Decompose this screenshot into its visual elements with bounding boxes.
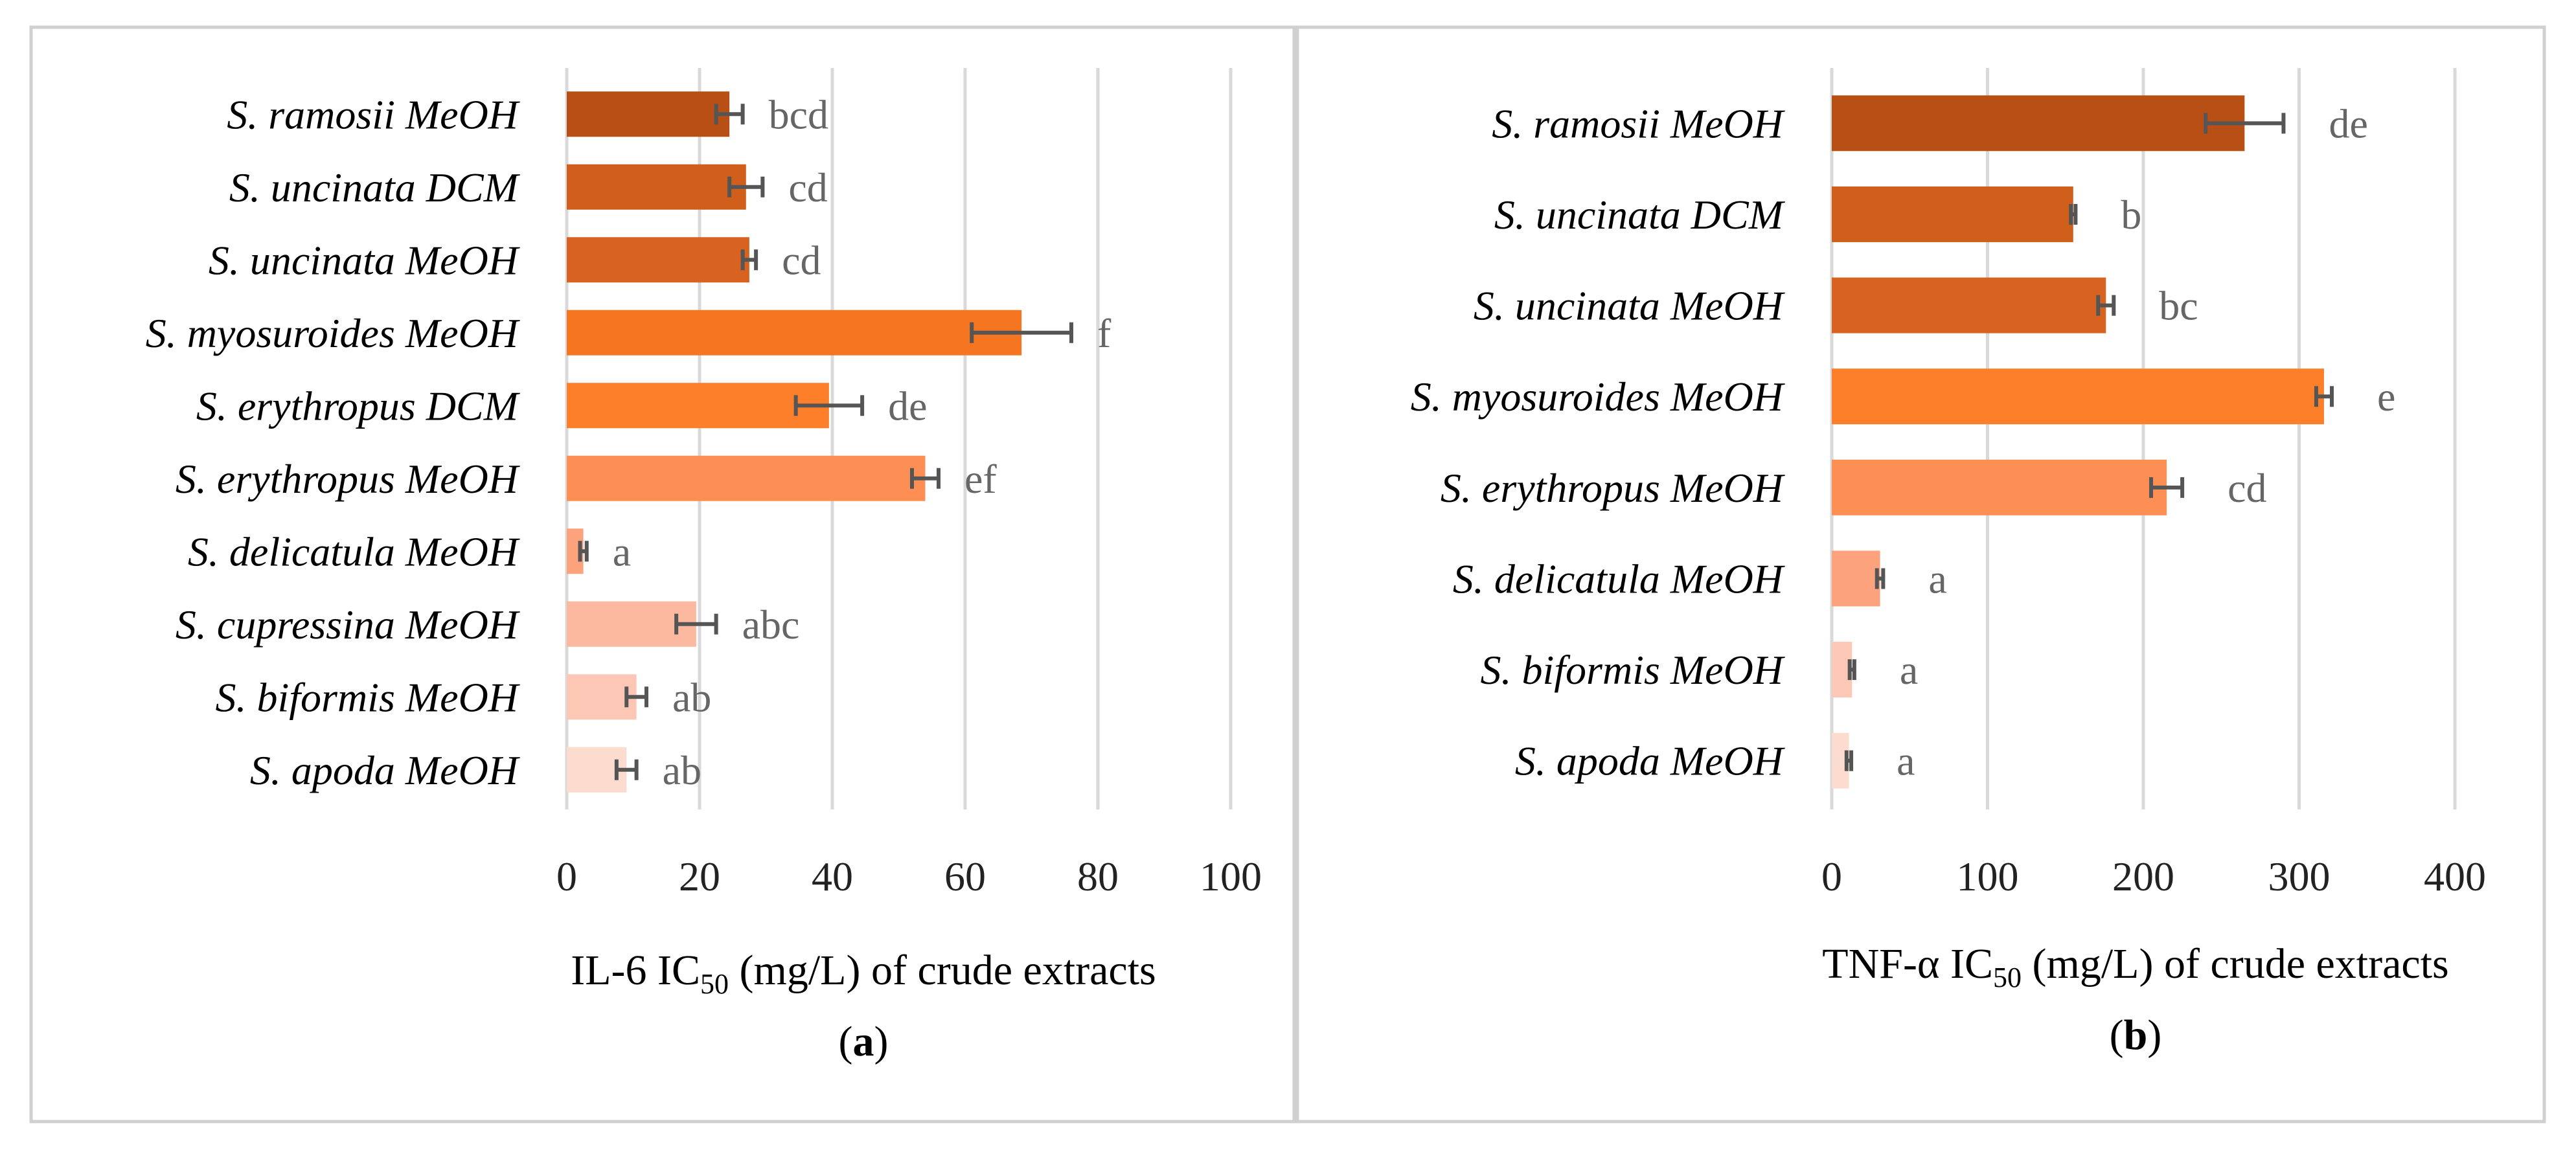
error-bar	[1875, 568, 1886, 589]
panel-label-letter: a	[853, 1018, 874, 1065]
significance-label: ab	[672, 674, 711, 720]
significance-label: de	[888, 383, 927, 429]
x-tick-label: 20	[679, 853, 720, 899]
error-bar	[2149, 477, 2185, 498]
significance-label: b	[2121, 192, 2141, 238]
significance-label: a	[1928, 556, 1946, 602]
error-bar	[624, 686, 648, 708]
error-bar	[2096, 295, 2116, 316]
x-tick-label: 300	[2268, 853, 2331, 899]
category-label: S. uncinata DCM	[229, 164, 521, 210]
panel-label-letter: b	[2124, 1011, 2148, 1059]
bar	[1832, 186, 2073, 242]
panel-label-close-paren: )	[2147, 1011, 2161, 1059]
x-tick-label: 400	[2424, 853, 2486, 899]
significance-label: cd	[2228, 465, 2266, 511]
error-bar	[727, 176, 765, 198]
category-label: S. ramosii MeOH	[1492, 100, 1786, 146]
error-bar	[793, 395, 865, 416]
category-label: S. biformis MeOH	[1480, 647, 1785, 693]
x-axis-title-prefix: TNF-α IC	[1822, 940, 1993, 988]
category-label: S. uncinata DCM	[1494, 192, 1786, 238]
significance-label: bc	[2159, 283, 2198, 329]
bar	[567, 455, 926, 501]
panel-label-open-paren: (	[2110, 1011, 2124, 1059]
bar	[1832, 550, 1880, 607]
significance-label: cd	[782, 237, 821, 283]
category-label: S. ramosii MeOH	[227, 91, 521, 137]
x-axis-title-subscript: 50	[1993, 962, 2022, 993]
error-bar	[714, 104, 745, 125]
chart-panel-b: 0 100 200 300 400 S. ramosii MeOH de S. uncinat…	[1411, 68, 2486, 1059]
significance-label: ef	[964, 456, 997, 502]
significance-label: e	[2377, 374, 2395, 420]
x-tick-label: 0	[556, 853, 577, 899]
bar	[567, 91, 730, 137]
x-axis-title-suffix: (mg/L) of crude extracts	[729, 947, 1156, 994]
bar	[1832, 95, 2245, 152]
category-label: S. delicatula MeOH	[1453, 556, 1786, 602]
category-label: S. biformis MeOH	[215, 674, 520, 720]
chart-panel-a: 0 20 40 60 80 100 S. ramosii MeOH bcd S. uncinat…	[146, 68, 1262, 1065]
panel-a-frame	[29, 25, 1296, 1124]
bar	[567, 310, 1022, 356]
significance-label: a	[1897, 738, 1915, 784]
x-axis-title-subscript: 50	[700, 968, 729, 1000]
error-bar	[740, 249, 758, 271]
bar	[1832, 368, 2324, 425]
panel-label: (b)	[2110, 1011, 2162, 1059]
category-label: S. erythropus MeOH	[1441, 465, 1786, 511]
category-label: S. myosuroides MeOH	[1411, 374, 1786, 420]
significance-label: a	[613, 528, 631, 574]
bar	[567, 237, 749, 283]
panel-label-close-paren: )	[874, 1018, 889, 1065]
x-axis-title: IL-6 IC50 (mg/L) of crude extracts	[571, 947, 1156, 1000]
category-label: S. uncinata MeOH	[1474, 283, 1786, 329]
significance-label: f	[1097, 310, 1111, 356]
x-tick-label: 80	[1077, 853, 1119, 899]
x-tick-label: 200	[2112, 853, 2174, 899]
significance-label: abc	[742, 602, 800, 648]
x-tick-label: 40	[812, 853, 853, 899]
significance-label: de	[2329, 100, 2367, 146]
error-bar	[910, 468, 940, 489]
bar	[1832, 277, 2106, 333]
error-bar	[674, 613, 718, 635]
error-bar	[2314, 386, 2334, 407]
significance-label: bcd	[769, 91, 828, 137]
error-bar	[614, 759, 639, 780]
x-tick-label: 100	[1200, 853, 1262, 899]
x-axis-title-prefix: IL-6 IC	[571, 947, 700, 994]
error-bar	[578, 541, 589, 562]
x-tick-label: 100	[1957, 853, 2019, 899]
x-tick-label: 0	[1821, 853, 1842, 899]
panel-label: (a)	[839, 1018, 889, 1065]
error-bar	[970, 322, 1073, 343]
significance-label: cd	[788, 164, 827, 210]
x-axis-title-suffix: (mg/L) of crude extracts	[2022, 940, 2449, 988]
category-label: S. erythropus DCM	[196, 383, 521, 429]
error-bar	[2069, 203, 2078, 225]
panel-label-open-paren: (	[839, 1018, 853, 1065]
category-label: S. delicatula MeOH	[188, 528, 521, 574]
bar	[567, 383, 829, 429]
error-bar	[1844, 750, 1854, 771]
category-label: S. apoda MeOH	[1515, 738, 1786, 784]
error-bar	[1847, 659, 1856, 681]
category-label: S. apoda MeOH	[250, 747, 521, 793]
error-bar	[2204, 113, 2286, 134]
significance-label: a	[1900, 647, 1918, 693]
category-label: S. cupressina MeOH	[176, 602, 521, 648]
bar	[567, 164, 746, 210]
panel-b-frame	[1295, 25, 2546, 1124]
category-label: S. myosuroides MeOH	[146, 310, 521, 356]
category-label: S. uncinata MeOH	[209, 237, 521, 283]
category-label: S. erythropus MeOH	[176, 456, 521, 502]
x-axis-title: TNF-α IC50 (mg/L) of crude extracts	[1822, 940, 2448, 993]
bar	[1832, 459, 2167, 515]
significance-label: ab	[663, 747, 701, 793]
x-tick-label: 60	[944, 853, 986, 899]
